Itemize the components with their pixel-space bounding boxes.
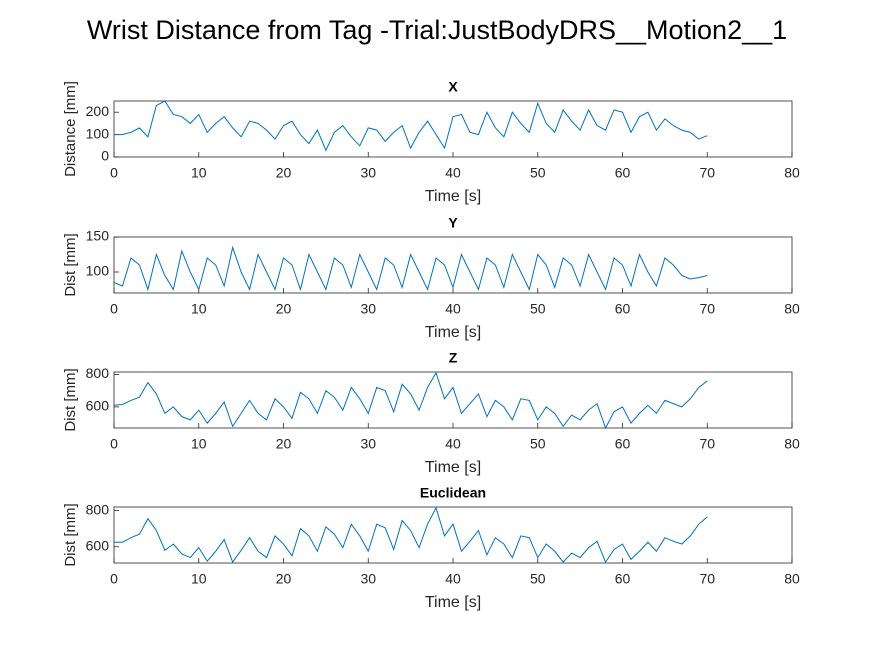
y-axis-label: Dist [mm] [62, 368, 79, 431]
x-tick-label: 20 [276, 165, 292, 181]
x-tick-label: 60 [615, 301, 631, 317]
axes-box [113, 100, 793, 158]
x-tick-label: 50 [530, 571, 546, 587]
figure-title: Wrist Distance from Tag -Trial:JustBodyD… [87, 15, 787, 45]
y-tick-label: 800 [86, 501, 110, 517]
x-tick-label: 20 [276, 436, 292, 452]
x-tick-label: 10 [191, 301, 207, 317]
x-tick-label: 70 [699, 301, 715, 317]
x-tick-label: 10 [191, 165, 207, 181]
y-axis-label: Dist [mm] [62, 233, 79, 296]
y-tick-label: 800 [86, 365, 110, 381]
x-tick-label: 10 [191, 571, 207, 587]
y-tick-label: 600 [86, 537, 110, 553]
x-tick-label: 70 [699, 165, 715, 181]
x-tick-label: 60 [615, 165, 631, 181]
x-tick-label: 60 [615, 571, 631, 587]
x-axis-label: Time [s] [425, 594, 481, 611]
y-axis-label: Distance [mm] [62, 81, 79, 177]
x-tick-label: 10 [191, 436, 207, 452]
x-tick-label: 80 [784, 436, 800, 452]
x-tick-label: 40 [445, 571, 461, 587]
x-tick-label: 0 [110, 165, 118, 181]
x-tick-label: 50 [530, 436, 546, 452]
x-axis-label: Time [s] [425, 459, 481, 476]
y-axis-label: Dist [mm] [62, 503, 79, 566]
y-tick-label: 0 [101, 148, 109, 164]
y-tick-label: 200 [86, 103, 110, 119]
data-line [113, 371, 708, 430]
x-axis-label: Time [s] [425, 188, 481, 205]
x-tick-label: 50 [530, 301, 546, 317]
axes-box [113, 371, 793, 429]
x-tick-label: 80 [784, 571, 800, 587]
x-tick-label: 40 [445, 436, 461, 452]
x-tick-label: 30 [360, 436, 376, 452]
axes-box [113, 236, 793, 294]
x-tick-label: 40 [445, 165, 461, 181]
x-tick-label: 30 [360, 301, 376, 317]
y-tick-label: 100 [86, 125, 110, 141]
subplot-title: X [448, 79, 458, 95]
y-tick-label: 600 [86, 398, 110, 414]
x-tick-label: 30 [360, 571, 376, 587]
x-tick-label: 40 [445, 301, 461, 317]
x-tick-label: 70 [699, 436, 715, 452]
x-tick-label: 0 [110, 436, 118, 452]
subplot-title: Euclidean [420, 485, 486, 501]
x-tick-label: 0 [110, 571, 118, 587]
y-tick-label: 100 [86, 263, 110, 279]
x-tick-label: 30 [360, 165, 376, 181]
axes-box [113, 506, 793, 564]
x-tick-label: 20 [276, 301, 292, 317]
subplot-title: Z [449, 350, 458, 366]
x-tick-label: 20 [276, 571, 292, 587]
data-line [113, 245, 708, 292]
subplot-title: Y [448, 215, 458, 231]
data-line [114, 506, 708, 564]
y-tick-label: 150 [86, 228, 110, 244]
x-tick-label: 60 [615, 436, 631, 452]
x-tick-label: 80 [784, 165, 800, 181]
x-tick-label: 0 [110, 301, 118, 317]
x-tick-label: 50 [530, 165, 546, 181]
data-line [114, 100, 708, 152]
x-tick-label: 80 [784, 301, 800, 317]
x-tick-label: 70 [699, 571, 715, 587]
x-axis-label: Time [s] [425, 324, 481, 341]
